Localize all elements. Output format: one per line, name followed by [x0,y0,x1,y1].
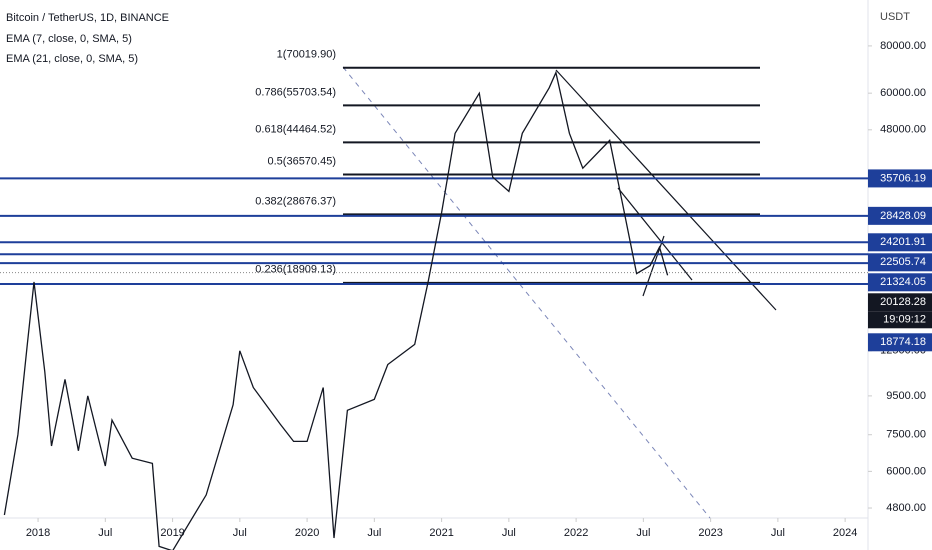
price-tag [868,206,932,225]
indicator-label: EMA (7, close, 0, SMA, 5) [6,33,132,45]
x-tick-label: Jul [98,527,112,539]
price-tag [868,169,932,188]
x-tick-label: 2022 [564,527,588,539]
fib-label: 1(70019.90) [277,49,336,61]
y-tick-label: 7500.00 [886,429,926,441]
y-tick-label: 80000.00 [880,40,926,52]
x-tick-label: Jul [771,527,785,539]
price-tag-label: 35706.19 [880,172,926,184]
price-tag-label: 18774.18 [880,336,926,348]
x-tick-label: 2018 [26,527,50,539]
price-tag-label: 20128.28 [880,296,926,308]
x-tick-label: Jul [233,527,247,539]
y-tick-label: 9500.00 [886,390,926,402]
price-tag-label: 21324.05 [880,276,926,288]
x-tick-label: 2023 [698,527,722,539]
x-tick-label: 2020 [295,527,319,539]
fib-label: 0.5(36570.45) [268,155,337,167]
fib-label: 0.618(44464.52) [255,123,336,135]
indicator-label: EMA (21, close, 0, SMA, 5) [6,53,138,65]
trend-line [642,235,665,297]
price-tag [868,333,932,352]
countdown-label: 19:09:12 [883,314,926,326]
x-tick-label: 2021 [429,527,453,539]
trend-line [342,66,711,519]
price-line [3,70,669,550]
price-tag [868,293,932,312]
price-tag-label: 22505.74 [880,256,926,268]
trend-line [617,187,693,281]
fib-label: 0.786(55703.54) [255,86,336,98]
x-tick-label: Jul [502,527,516,539]
price-tag [868,233,932,252]
x-tick-label: 2019 [160,527,184,539]
x-tick-label: Jul [636,527,650,539]
fib-label: 0.382(28676.37) [255,195,336,207]
trend-line [555,69,777,311]
x-tick-label: Jul [367,527,381,539]
fib-label: 0.236(18909.13) [255,264,336,276]
y-tick-label: 48000.00 [880,124,926,136]
price-tag [868,253,932,272]
y-tick-label: 60000.00 [880,87,926,99]
countdown-tag [868,311,932,329]
price-tag-label: 24201.91 [880,236,926,248]
price-tag-label: 28428.09 [880,210,926,222]
x-tick-label: 2024 [833,527,857,539]
axis-unit: USDT [880,11,910,23]
chart-title: Bitcoin / TetherUS, 1D, BINANCE [6,12,169,24]
y-tick-label: 6000.00 [886,465,926,477]
y-tick-label: 4800.00 [886,502,926,514]
price-tag [868,273,932,292]
